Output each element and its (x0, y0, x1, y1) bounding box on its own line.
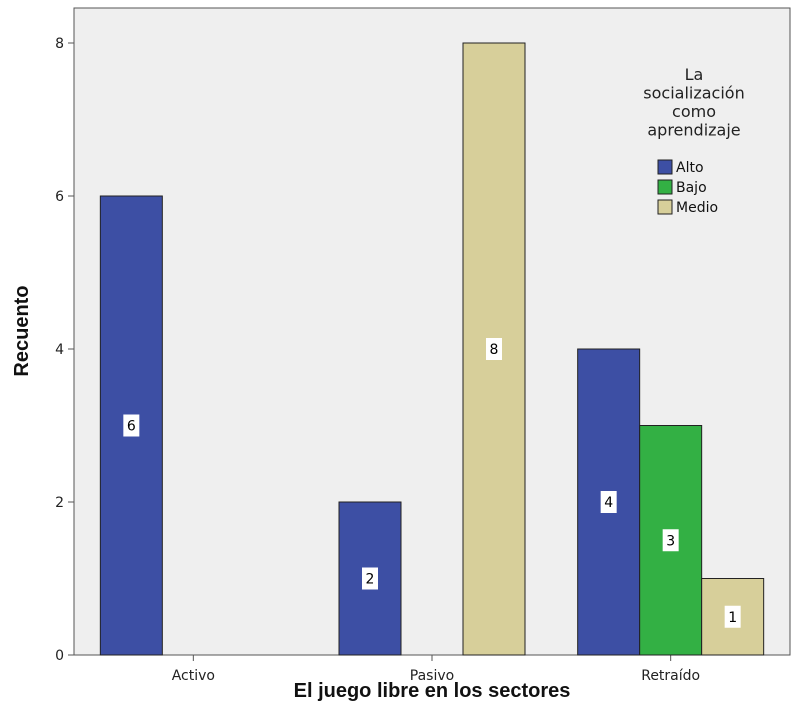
legend-title-line: aprendizaje (647, 121, 740, 140)
legend-title-line: socialización (643, 84, 744, 103)
y-tick-label: 4 (55, 342, 64, 358)
bar-bajo (639, 425, 703, 656)
data-label-box (486, 338, 502, 360)
x-axis: Activo Pasivo Retraído (172, 655, 700, 684)
y-tick-label: 8 (55, 36, 64, 52)
data-label-box (600, 491, 617, 513)
data-label-box (123, 414, 140, 437)
data-label-box (662, 529, 679, 552)
data-label: 3 (666, 533, 675, 549)
data-label-box (362, 567, 378, 590)
legend-label-medio: Medio (676, 200, 718, 216)
bars-group (99, 42, 765, 656)
x-tick-label: Activo (172, 668, 215, 684)
data-label: 4 (604, 495, 613, 511)
legend-title-line: La (685, 65, 704, 84)
y-tick-label: 2 (55, 495, 64, 511)
x-tick-label: Pasivo (410, 668, 454, 684)
legend-title-line: como (672, 102, 716, 121)
legend-label-bajo: Bajo (676, 180, 707, 196)
y-axis-title: Recuento (11, 285, 33, 376)
data-labels-group: 6 2 4 3 8 1 (123, 338, 741, 628)
x-axis-title: El juego libre en los sectores (294, 680, 571, 702)
data-label: 2 (366, 572, 375, 588)
data-label: 6 (127, 419, 136, 435)
legend-swatch-bajo (657, 179, 673, 195)
data-label-box (724, 605, 741, 628)
x-tick-label: Retraído (641, 668, 700, 684)
legend-swatch-medio (657, 199, 673, 215)
y-tick-label: 6 (55, 189, 64, 205)
legend-swatch-alto (657, 159, 673, 175)
legend-label-alto: Alto (676, 160, 704, 176)
y-tick-label: 0 (55, 648, 64, 664)
data-label: 8 (490, 342, 499, 358)
data-label: 1 (728, 610, 737, 626)
y-axis: 0 2 4 6 8 (55, 36, 74, 664)
